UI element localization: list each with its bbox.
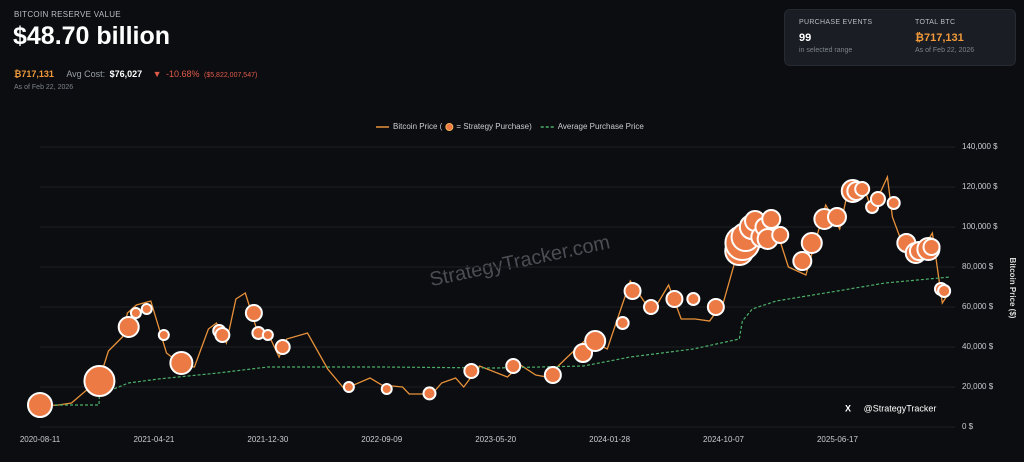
events-value: 99: [799, 32, 812, 44]
y-tick-label: 80,000 $: [962, 262, 994, 271]
purchase-bubble: [117, 316, 140, 338]
purchase-bubble: [937, 284, 952, 298]
change-icon: ▼: [152, 69, 162, 79]
btc-holdings: ₿717,131: [14, 69, 54, 79]
purchase-bubble: [169, 351, 194, 375]
purchase-bubble: [869, 191, 886, 207]
x-logo: X: [845, 403, 851, 413]
y-tick-label: 40,000 $: [962, 342, 994, 351]
avg-cost: $76,027: [109, 69, 143, 79]
purchase-bubble: [706, 298, 725, 316]
purchase-bubble: [584, 330, 607, 352]
y-tick-label: 20,000 $: [962, 382, 994, 391]
y-tick-label: 60,000 $: [962, 302, 994, 311]
total-label: TOTAL BTC: [915, 19, 956, 26]
legend-label: = Strategy Purchase): [456, 122, 532, 131]
y-tick-label: 0 $: [962, 422, 974, 431]
x-tick-label: 2021-12-30: [247, 435, 288, 444]
handle: @StrategyTracker: [864, 403, 937, 413]
purchase-bubble: [244, 304, 263, 322]
grid-layer: [40, 146, 955, 428]
events-note: in selected range: [799, 47, 853, 54]
legend-label: Average Purchase Price: [558, 122, 645, 131]
reserve-value: $48.70 billion: [13, 22, 171, 50]
purchase-bubble: [505, 358, 522, 374]
purchase-bubble: [83, 365, 116, 397]
reserve-label: BITCOIN RESERVE VALUE: [14, 10, 121, 19]
x-tick-label: 2023-05-20: [475, 435, 516, 444]
purchase-bubble: [623, 282, 642, 300]
purchase-bubble: [761, 209, 782, 229]
x-tick-label: 2025-06-17: [817, 435, 858, 444]
purchase-bubble: [463, 363, 480, 379]
y-tick-label: 100,000 $: [962, 222, 998, 231]
purchase-bubble: [274, 339, 291, 355]
watermark: StrategyTracker.com: [428, 231, 612, 291]
purchase-bubble: [422, 386, 437, 401]
total-value: ₿717,131: [915, 32, 964, 44]
legend-label: Bitcoin Price (: [393, 122, 443, 131]
x-tick-label: 2024-01-28: [589, 435, 630, 444]
purchase-bubble: [27, 392, 53, 418]
legend-swatch: [445, 123, 454, 131]
summary-card: PURCHASE EVENTS 99 in selected range TOT…: [784, 9, 1016, 66]
purchase-bubble: [826, 207, 847, 227]
purchase-bubble: [140, 303, 153, 315]
x-tick-label: 2022-09-09: [361, 435, 402, 444]
purchase-bubble: [615, 316, 630, 330]
as-of: As of Feb 22, 2026: [14, 84, 74, 91]
purchase-bubble: [643, 299, 660, 315]
purchase-bubble: [214, 327, 231, 343]
purchase-bubble: [771, 226, 790, 244]
purchase-bubble: [543, 366, 562, 384]
purchase-bubble: [792, 251, 813, 271]
events-label: PURCHASE EVENTS: [799, 19, 873, 26]
purchase-bubble: [380, 383, 393, 395]
x-tick-label: 2021-04-21: [133, 435, 174, 444]
purchase-bubble: [922, 238, 941, 256]
change-usd: ($5,822,007,547): [204, 72, 258, 79]
avg-cost-label: Avg Cost:: [66, 69, 106, 79]
y-tick-label: 120,000 $: [962, 182, 998, 191]
purchase-bubble: [261, 329, 274, 341]
purchase-bubble: [686, 292, 701, 306]
purchase-bubble: [886, 196, 901, 210]
purchase-bubble: [854, 181, 871, 197]
purchase-bubble: [342, 381, 355, 393]
x-tick-label: 2024-10-07: [703, 435, 744, 444]
purchase-bubble: [665, 290, 684, 308]
purchase-bubble: [800, 232, 823, 254]
change-pct: -10.68%: [166, 69, 200, 79]
purchase-bubble: [129, 307, 142, 319]
average-line: [40, 276, 951, 406]
stats-row: ₿717,131 Avg Cost: $76,027 ▼ -10.68% ($5…: [14, 64, 257, 82]
total-note: As of Feb 22, 2026: [915, 47, 975, 54]
purchase-bubble: [157, 329, 170, 341]
y-axis-title: Bitcoin Price ($): [1008, 258, 1017, 319]
y-tick-label: 140,000 $: [962, 142, 998, 151]
x-tick-label: 2020-08-11: [20, 435, 61, 444]
